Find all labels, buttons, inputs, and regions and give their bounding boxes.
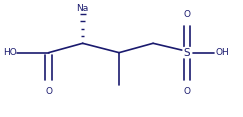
Text: O: O <box>184 10 191 19</box>
Text: HO: HO <box>3 48 17 57</box>
Text: Na: Na <box>77 4 89 13</box>
Text: O: O <box>184 87 191 96</box>
Text: OH: OH <box>215 48 229 57</box>
Text: O: O <box>45 87 52 96</box>
Text: S: S <box>184 48 191 58</box>
